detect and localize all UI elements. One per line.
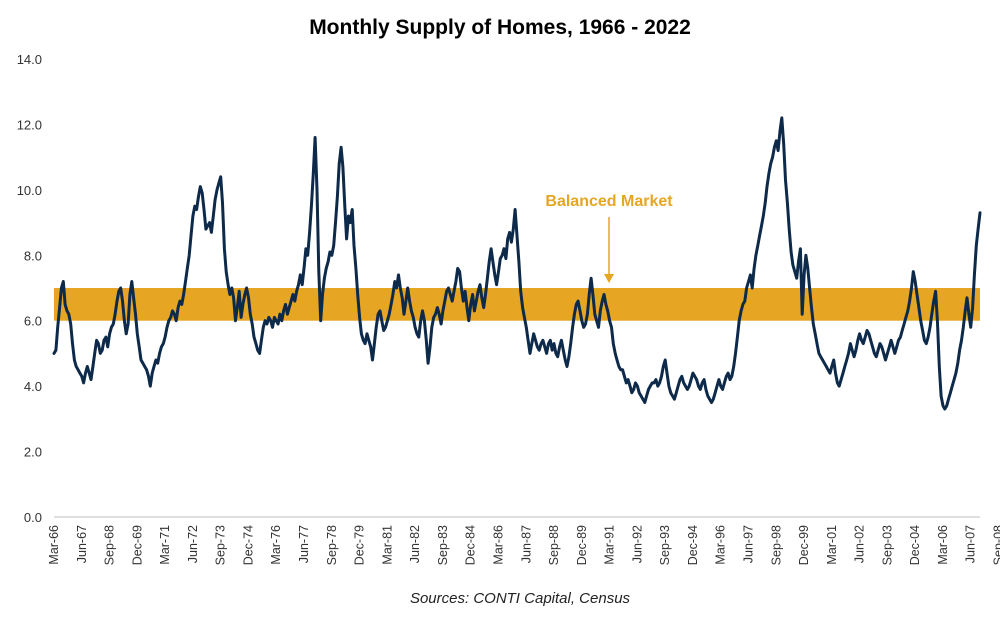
chart-title: Monthly Supply of Homes, 1966 - 2022 [309, 16, 691, 39]
x-tick-label: Sep-08 [992, 525, 1000, 565]
x-tick-label: Mar-96 [714, 525, 728, 565]
supply-series-line [52, 116, 982, 411]
x-tick-label: Sep-93 [658, 525, 672, 565]
y-tick-label: 6.0 [24, 314, 42, 329]
x-tick-label: Dec-94 [686, 525, 700, 565]
x-tick-label: Mar-86 [492, 525, 506, 565]
x-tick-label: Sep-98 [769, 525, 783, 565]
x-tick-label: Jun-92 [630, 525, 644, 563]
y-tick-label: 8.0 [24, 248, 42, 263]
x-tick-label: Jun-07 [964, 525, 978, 563]
x-tick-label: Mar-01 [825, 525, 839, 565]
x-tick-label: Jun-72 [186, 525, 200, 563]
annotation-arrow-head [604, 274, 614, 283]
x-tick-label: Sep-83 [436, 525, 450, 565]
x-tick-label: Dec-84 [464, 525, 478, 565]
x-tick-label: Sep-78 [325, 525, 339, 565]
y-tick-label: 12.0 [17, 117, 42, 132]
x-tick-label: Jun-87 [519, 525, 533, 563]
y-tick-label: 14.0 [17, 52, 42, 67]
x-tick-label: Jun-82 [408, 525, 422, 563]
x-tick-label: Jun-77 [297, 525, 311, 563]
x-tick-label: Jun-02 [853, 525, 867, 563]
balanced-market-band [54, 288, 980, 321]
x-tick-label: Mar-66 [47, 525, 61, 565]
x-tick-label: Sep-88 [547, 525, 561, 565]
balanced-market-label: Balanced Market [545, 193, 673, 210]
y-tick-label: 0.0 [24, 510, 42, 525]
x-tick-label: Mar-91 [603, 525, 617, 565]
x-tick-label: Sep-68 [103, 525, 117, 565]
x-tick-label: Mar-81 [380, 525, 394, 565]
x-tick-label: Jun-67 [75, 525, 89, 563]
x-tick-label: Mar-06 [936, 525, 950, 565]
x-tick-label: Dec-99 [797, 525, 811, 565]
x-tick-label: Dec-74 [242, 525, 256, 565]
y-tick-label: 10.0 [17, 183, 42, 198]
x-tick-label: Mar-76 [269, 525, 283, 565]
x-tick-label: Dec-69 [130, 525, 144, 565]
y-tick-label: 2.0 [24, 445, 42, 460]
x-tick-label: Dec-89 [575, 525, 589, 565]
x-tick-label: Sep-03 [880, 525, 894, 565]
x-tick-label: Dec-04 [908, 525, 922, 565]
x-tick-label: Sep-73 [214, 525, 228, 565]
source-note: Sources: CONTI Capital, Census [410, 590, 631, 607]
x-tick-label: Dec-79 [353, 525, 367, 565]
x-tick-label: Jun-97 [742, 525, 756, 563]
y-tick-label: 4.0 [24, 379, 42, 394]
x-tick-label: Mar-71 [158, 525, 172, 565]
